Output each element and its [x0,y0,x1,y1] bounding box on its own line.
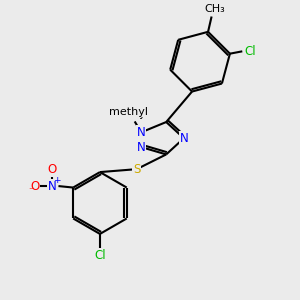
Text: +: + [53,176,60,185]
Text: N: N [137,126,146,139]
Text: S: S [133,163,140,176]
Text: CH₃: CH₃ [205,4,226,14]
Text: ⁻: ⁻ [28,186,34,197]
Text: N: N [179,132,188,145]
Text: N: N [48,180,56,193]
Text: Cl: Cl [94,249,106,262]
Text: methyl: methyl [109,107,148,117]
Text: N: N [137,141,146,154]
Text: O: O [30,180,40,193]
Text: O: O [47,164,57,176]
Text: Cl: Cl [244,45,256,58]
Text: methyl: methyl [131,113,136,114]
Text: methyl: methyl [112,109,148,119]
